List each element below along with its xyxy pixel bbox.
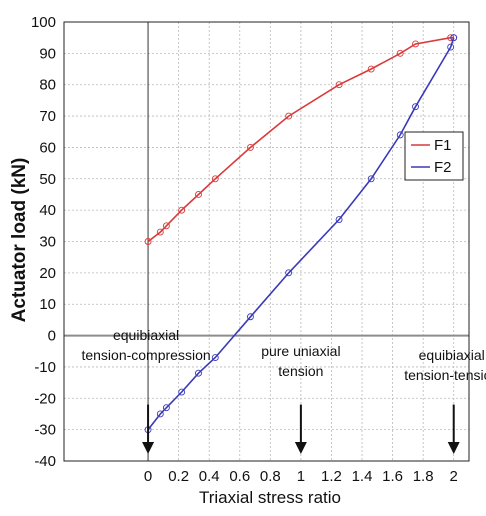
y-tick-label: 40 (39, 202, 56, 219)
y-tick-label: 100 (31, 14, 56, 31)
annotation-text: equibiaxial (419, 347, 485, 363)
data-point-f1 (195, 191, 202, 198)
y-tick-label: -20 (34, 390, 56, 407)
x-tick-label: 0.6 (229, 468, 250, 485)
data-point-f2 (367, 175, 375, 183)
y-axis-title: Actuator load (kN) (9, 158, 30, 323)
data-point-f1 (247, 143, 254, 151)
data-point-f1 (162, 222, 170, 230)
data-point-f1 (211, 175, 219, 183)
legend-box (404, 131, 464, 181)
data-point-f1 (412, 40, 419, 48)
y-tick-label: 10 (39, 296, 56, 313)
x-tick-label: 1.2 (321, 468, 342, 485)
x-tick-label: 0 (144, 468, 152, 485)
data-point-f2 (156, 410, 164, 418)
y-tick-label: 20 (39, 265, 56, 282)
tick-labels: -40 -30 -20 -10 0 10 20 30 40 50 60 70 80 90 100 0 0.2 0.… (31, 14, 458, 485)
data-point-f1 (156, 228, 164, 236)
data-point-f2 (412, 103, 419, 111)
annotation-text: tension-compression (81, 347, 210, 363)
annotation-text: equibiaxial (113, 327, 179, 343)
data-point-f2 (162, 404, 170, 412)
data-point-f2 (447, 43, 455, 51)
x-tick-label: 1.8 (413, 468, 434, 485)
annotation-text: pure uniaxial (261, 343, 340, 359)
y-tick-label: -30 (34, 422, 56, 439)
x-tick-label: 1 (297, 468, 305, 485)
data-point-f2 (396, 131, 404, 139)
legend: F1 F2 (404, 131, 464, 181)
data-point-f1 (367, 65, 375, 73)
data-point-f1 (396, 49, 404, 57)
data-point-f2 (195, 369, 202, 377)
x-tick-label: 2 (450, 468, 458, 485)
annotations: equibiaxial tension-compression pure uniax… (81, 327, 486, 454)
y-tick-label: 70 (39, 108, 56, 125)
y-tick-label: 0 (48, 328, 56, 345)
data-point-f2 (450, 34, 458, 42)
data-point-f2 (335, 216, 343, 224)
reference-lines (64, 22, 469, 461)
series-layer (144, 34, 458, 434)
legend-label-f2: F2 (434, 159, 452, 176)
grid (64, 21, 469, 462)
y-tick-label: -10 (34, 359, 56, 376)
series-line-f2 (147, 37, 455, 431)
plot-frame (63, 21, 470, 462)
y-tick-label: 90 (39, 45, 56, 62)
data-point-f1 (178, 206, 186, 214)
annotation-text: tension (278, 363, 323, 379)
data-point-f1 (144, 238, 152, 245)
x-tick-label: 1.4 (352, 468, 373, 485)
x-tick-label: 0.4 (199, 468, 220, 485)
x-tick-label: 1.6 (382, 468, 403, 485)
data-point-f2 (178, 388, 186, 396)
y-tick-label: 80 (39, 77, 56, 94)
data-point-f1 (285, 112, 293, 120)
data-point-f1 (335, 81, 343, 89)
data-point-f2 (211, 354, 219, 361)
legend-label-f1: F1 (434, 137, 452, 154)
data-point-f2 (247, 313, 254, 321)
x-tick-label: 0.8 (260, 468, 281, 485)
y-tick-label: 50 (39, 171, 56, 188)
data-point-f2 (285, 269, 293, 277)
x-tick-label: 0.2 (168, 468, 189, 485)
y-tick-label: 30 (39, 234, 56, 251)
data-point-f1 (447, 34, 455, 42)
y-tick-label: -40 (34, 453, 56, 470)
annotation-text: tension-tension (404, 367, 486, 383)
y-tick-label: 60 (39, 139, 56, 156)
x-axis-title: Triaxial stress ratio (199, 488, 341, 507)
